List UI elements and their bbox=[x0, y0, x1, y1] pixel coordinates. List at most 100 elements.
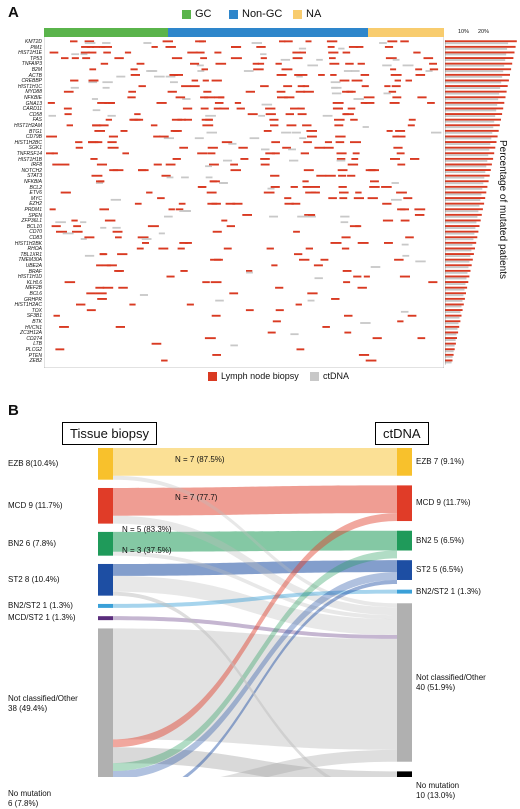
biopsy-mutation-mark bbox=[385, 57, 397, 60]
biopsy-mutation-mark bbox=[429, 68, 439, 71]
biopsy-frequency-bar bbox=[445, 286, 468, 289]
ctdna-mutation-mark bbox=[84, 42, 96, 44]
biopsy-mutation-mark bbox=[171, 118, 183, 121]
gene-label: TOX bbox=[31, 307, 42, 314]
gene-label: PLCG2 bbox=[25, 347, 42, 353]
biopsy-mutation-mark bbox=[332, 107, 343, 110]
biopsy-mutation-mark bbox=[423, 57, 434, 60]
biopsy-mutation-mark bbox=[297, 85, 306, 88]
ctdna-frequency-bar bbox=[445, 70, 504, 73]
biopsy-mutation-mark bbox=[137, 236, 149, 239]
ctdna-mutation-mark bbox=[243, 70, 254, 72]
ctdna-mutation-mark bbox=[70, 86, 79, 89]
biopsy-mutation-mark bbox=[168, 208, 175, 211]
left-node-label: MCD 9 (11.7%) bbox=[8, 500, 63, 510]
biopsy-mutation-mark bbox=[91, 46, 100, 48]
biopsy-mutation-mark bbox=[184, 118, 192, 121]
biopsy-mutation-mark bbox=[219, 107, 229, 110]
biopsy-mutation-mark bbox=[96, 264, 103, 267]
ctdna-mutation-mark bbox=[297, 215, 308, 218]
ctdna-mutation-mark bbox=[165, 75, 176, 78]
ctdna-frequency-bar bbox=[445, 350, 454, 353]
ctdna-mutation-mark bbox=[391, 198, 402, 201]
biopsy-mutation-mark bbox=[128, 90, 136, 93]
biopsy-mutation-mark bbox=[104, 102, 115, 104]
biopsy-frequency-bar bbox=[445, 141, 497, 143]
flow-label-ezb: N = 7 (87.5%) bbox=[175, 455, 225, 464]
biopsy-mutation-mark bbox=[147, 225, 159, 228]
legend-ctdna: ctDNA bbox=[310, 371, 349, 381]
ctdna-mutation-mark bbox=[228, 142, 237, 145]
ctdna-mutation-mark bbox=[322, 114, 333, 117]
biopsy-mutation-mark bbox=[405, 236, 414, 239]
ctdna-mutation-mark bbox=[314, 277, 323, 280]
gene-label: LTB bbox=[33, 341, 42, 348]
gene-label: CD70 bbox=[29, 229, 42, 236]
gene-label: HIST1H2AC bbox=[14, 302, 42, 309]
biopsy-mutation-mark bbox=[76, 303, 86, 306]
biopsy-mutation-mark bbox=[279, 40, 286, 43]
biopsy-frequency-bar bbox=[445, 303, 464, 306]
sankey-flow bbox=[113, 513, 397, 748]
ctdna-mutation-mark bbox=[431, 131, 442, 134]
biopsy-mutation-mark bbox=[292, 51, 301, 54]
ctdna-frequency-bar bbox=[445, 193, 482, 196]
biopsy-mutation-mark bbox=[60, 191, 71, 194]
biopsy-mutation-mark bbox=[322, 326, 330, 328]
biopsy-mutation-mark bbox=[64, 281, 76, 284]
biopsy-mutation-mark bbox=[200, 57, 207, 60]
gene-label: BRAF bbox=[28, 268, 42, 275]
biopsy-mutation-mark bbox=[271, 141, 280, 144]
biopsy-mutation-mark bbox=[142, 242, 149, 244]
biopsy-mutation-mark bbox=[172, 158, 181, 160]
biopsy-mutation-mark bbox=[101, 264, 111, 267]
ctdna-mutation-mark bbox=[88, 81, 98, 84]
biopsy-mutation-mark bbox=[285, 113, 294, 116]
ctdna-mutation-mark bbox=[261, 148, 270, 151]
biopsy-mutation-mark bbox=[360, 102, 368, 104]
ctdna-frequency-bar bbox=[445, 344, 455, 347]
biopsy-mutation-mark bbox=[390, 74, 402, 76]
sankey-flow bbox=[113, 747, 397, 777]
sankey-flow bbox=[113, 560, 397, 576]
biopsy-mutation-mark bbox=[253, 68, 264, 71]
biopsy-mutation-mark bbox=[171, 57, 183, 60]
sankey-flow bbox=[113, 448, 397, 476]
biopsy-mutation-mark bbox=[59, 326, 69, 328]
ctdna-frequency-bar bbox=[445, 171, 486, 173]
biopsy-mutation-mark bbox=[201, 118, 213, 121]
ctdna-mutation-mark bbox=[220, 182, 228, 184]
biopsy-mutation-mark bbox=[338, 186, 347, 188]
ctdna-mutation-mark bbox=[205, 176, 213, 179]
biopsy-frequency-bar bbox=[445, 124, 500, 127]
biopsy-mutation-mark bbox=[277, 96, 288, 99]
biopsy-mutation-mark bbox=[263, 130, 272, 132]
biopsy-frequency-bar bbox=[445, 269, 471, 272]
ctdna-mutation-mark bbox=[107, 114, 116, 117]
ctdna-mutation-mark bbox=[353, 98, 364, 100]
ctdna-frequency-bar bbox=[445, 327, 458, 330]
biopsy-mutation-mark bbox=[325, 174, 336, 177]
ctdna-frequency-bar bbox=[445, 355, 453, 358]
biopsy-mutation-mark bbox=[99, 208, 109, 211]
ctdna-frequency-bar bbox=[445, 199, 481, 201]
gene-label: NOTCH2 bbox=[21, 167, 42, 174]
biopsy-frequency-bar bbox=[445, 85, 508, 87]
panel-b-letter: B bbox=[8, 402, 19, 419]
ctdna-frequency-bar bbox=[445, 165, 487, 168]
biopsy-mutation-mark bbox=[300, 152, 309, 155]
biopsy-mutation-mark bbox=[127, 96, 136, 99]
left-node bbox=[98, 628, 113, 777]
biopsy-mutation-mark bbox=[408, 118, 416, 121]
biopsy-mutation-mark bbox=[47, 102, 55, 104]
gc-swatch bbox=[182, 9, 191, 19]
biopsy-mutation-mark bbox=[363, 275, 370, 278]
ctdna-mutation-mark bbox=[112, 226, 121, 229]
ctdna-mutation-mark bbox=[163, 137, 174, 140]
biopsy-mutation-mark bbox=[323, 146, 334, 149]
biopsy-mutation-mark bbox=[275, 62, 282, 65]
gene-label: HIST1H1B bbox=[18, 156, 42, 163]
biopsy-mutation-mark bbox=[213, 107, 222, 110]
biopsy-frequency-bar bbox=[445, 309, 463, 311]
right-node-label: BN2 5 (6.5%) bbox=[416, 535, 465, 545]
